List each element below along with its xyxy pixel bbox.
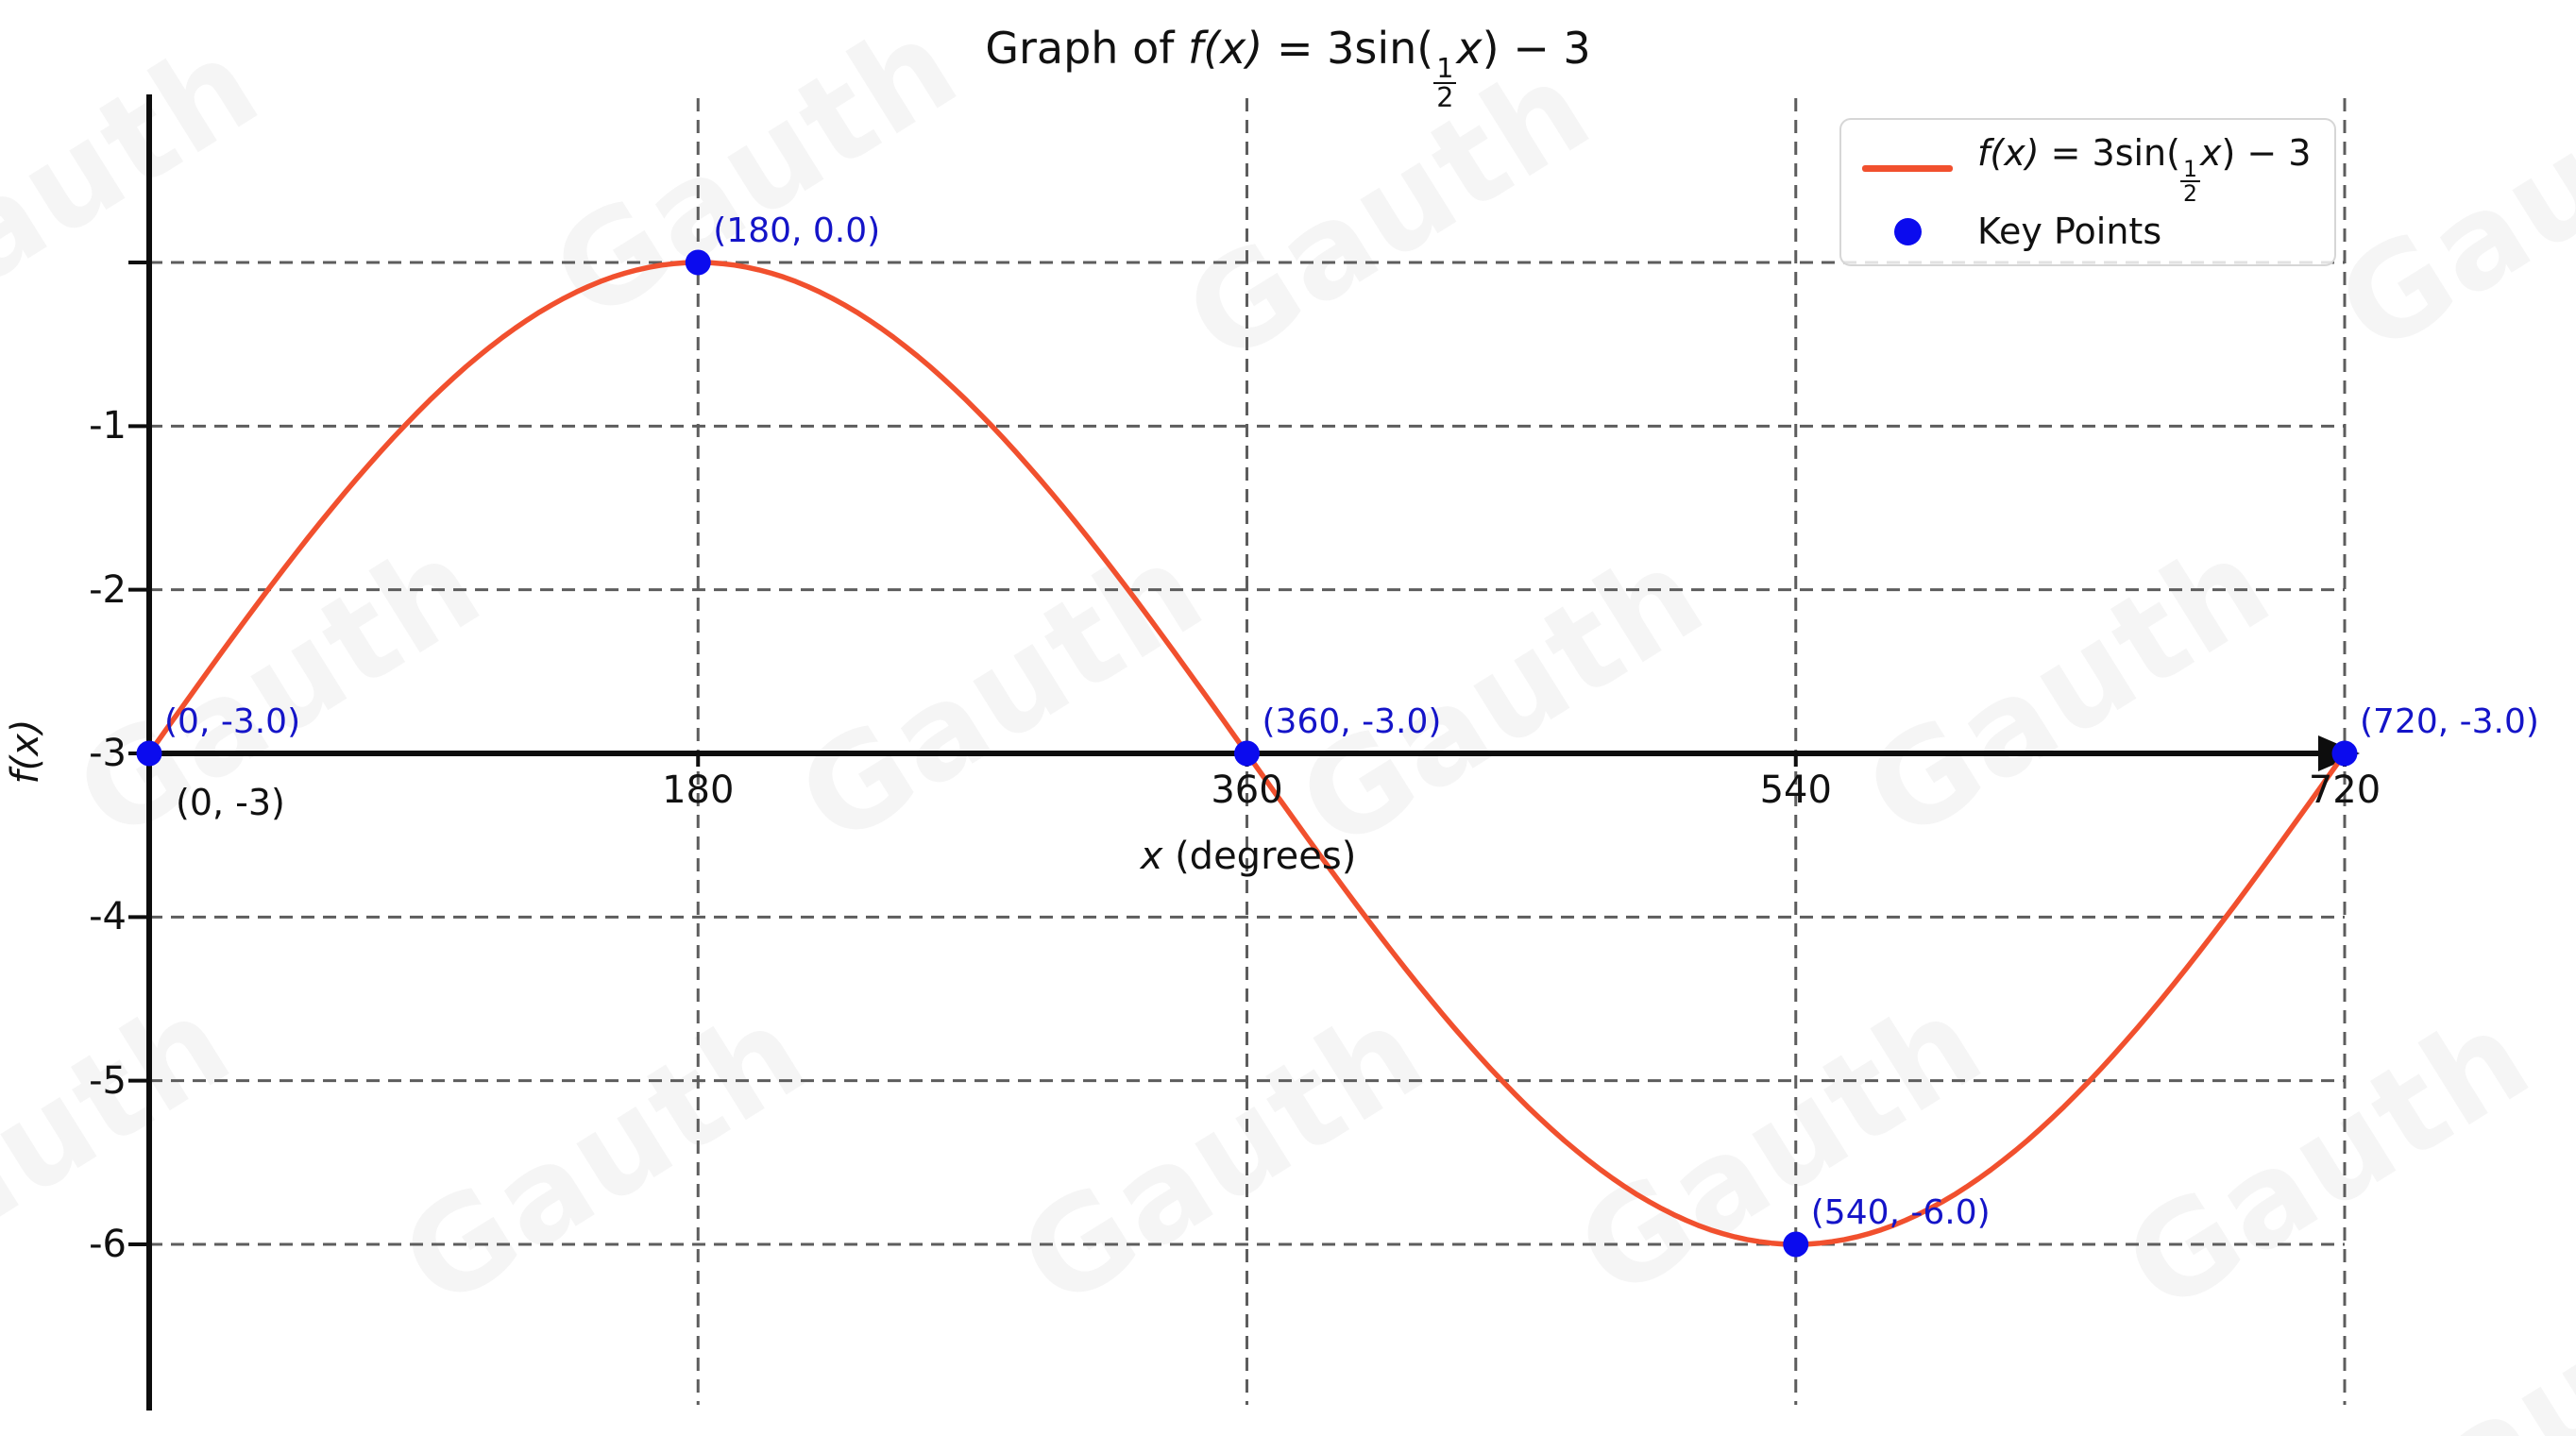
legend-key-points-label: Key Points — [1977, 211, 2162, 253]
fraction-denominator: 2 — [1433, 81, 1457, 111]
key-point-annotation: (180, 0.0) — [713, 211, 881, 250]
y-tick-label: -3 — [89, 731, 127, 775]
legend-suffix: ) − 3 — [2221, 131, 2312, 174]
x-tick-label: 180 — [662, 769, 735, 812]
title-arg: x — [1456, 23, 1483, 74]
key-point-annotation: (720, -3.0) — [2360, 701, 2539, 741]
x-tick-label: 540 — [1759, 769, 1832, 812]
key-point-dot — [136, 740, 162, 767]
key-point-dot — [685, 249, 711, 276]
y-tick-label: -2 — [89, 567, 127, 612]
y-tick-label: -4 — [89, 895, 127, 939]
fraction-numerator: 1 — [2182, 155, 2197, 182]
title-prefix: Graph of — [985, 23, 1189, 74]
title-eq: = 3sin( — [1263, 23, 1434, 74]
key-point-annotation: (540, -6.0) — [1810, 1192, 1991, 1232]
y-tick-label: -5 — [89, 1058, 127, 1103]
x-axis-label-var: x — [1140, 835, 1163, 878]
origin-point-label: (0, -3) — [176, 782, 285, 823]
legend-function-label: f(x) = 3sin(1 2 x) − 3 — [1977, 132, 2311, 205]
key-point-annotation: (360, -3.0) — [1262, 701, 1442, 741]
legend-arg: x — [2199, 131, 2222, 174]
legend: f(x) = 3sin(1 2 x) − 3 Key Points — [1839, 118, 2336, 266]
chart-title: Graph of f(x) = 3sin(1 2 x) − 3 — [0, 23, 2576, 111]
key-point-dot — [2331, 740, 2358, 767]
title-fx: f(x) — [1188, 23, 1263, 74]
key-point-dot-icon — [1893, 217, 1922, 245]
curve-line-icon — [1862, 164, 1953, 172]
x-axis-label-unit: (degrees) — [1162, 835, 1357, 878]
title-suffix: ) − 3 — [1482, 23, 1591, 74]
legend-eq: = 3sin( — [2039, 131, 2180, 174]
key-point-dot — [1234, 740, 1260, 767]
fraction-denominator: 2 — [2179, 179, 2200, 205]
legend-dot-sample-wrap — [1860, 217, 1955, 245]
x-axis-label: x (degrees) — [1141, 835, 1357, 878]
x-tick-label: 360 — [1211, 769, 1283, 812]
fraction-numerator: 1 — [1436, 52, 1454, 84]
key-point-annotation: (0, -3.0) — [164, 701, 301, 741]
x-tick-label: 720 — [2308, 769, 2381, 812]
y-tick-label: -6 — [89, 1222, 127, 1266]
y-tick-label: -1 — [89, 404, 127, 448]
key-point-dot — [1783, 1231, 1809, 1258]
legend-row-key-points: Key Points — [1860, 211, 2315, 252]
legend-line-sample-wrap — [1860, 164, 1955, 172]
legend-row-function: f(x) = 3sin(1 2 x) − 3 — [1860, 132, 2315, 205]
legend-fx: f(x) — [1977, 131, 2040, 174]
